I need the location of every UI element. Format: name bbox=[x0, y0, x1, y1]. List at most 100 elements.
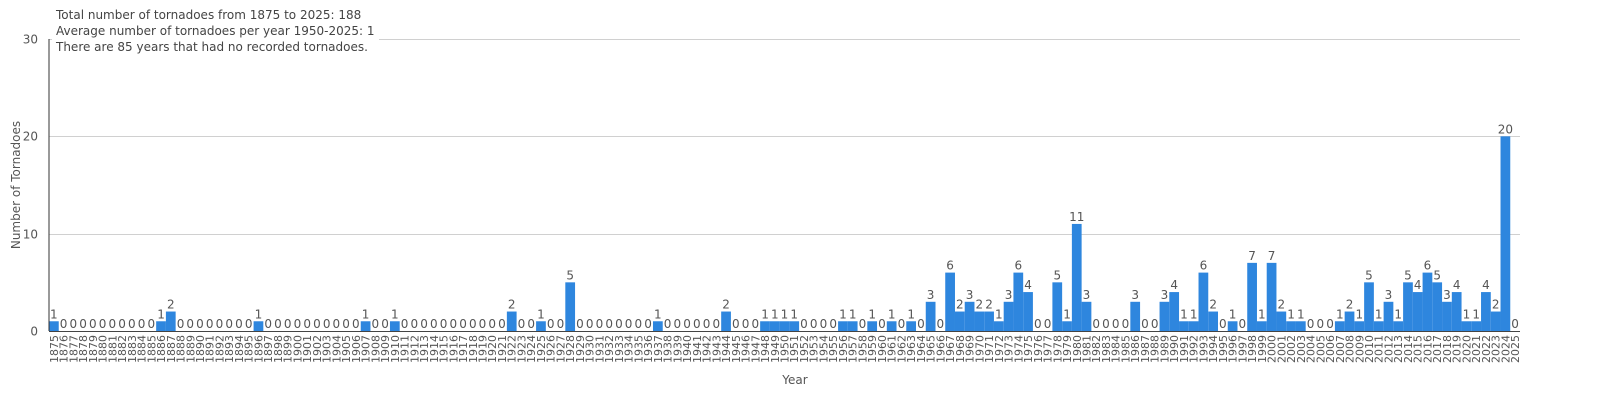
data-label-1969: 3 bbox=[966, 288, 974, 302]
x-tick-label: 2008 bbox=[1344, 335, 1357, 363]
x-tick-label: 1883 bbox=[126, 335, 139, 363]
x-tick-label: 1907 bbox=[360, 335, 373, 363]
data-label-1880: 0 bbox=[99, 317, 107, 331]
data-label-1893: 0 bbox=[225, 317, 233, 331]
x-tick-label: 1988 bbox=[1149, 335, 1162, 363]
x-tick-label: 1982 bbox=[1090, 335, 1103, 363]
bar-1950 bbox=[779, 321, 790, 331]
data-label-1899: 0 bbox=[284, 317, 292, 331]
x-tick-label: 1955 bbox=[827, 335, 840, 363]
data-label-1948: 1 bbox=[761, 307, 769, 321]
x-tick-label: 1929 bbox=[574, 335, 587, 363]
bar-1907 bbox=[360, 321, 371, 331]
data-label-1916: 0 bbox=[449, 317, 457, 331]
bar-1975 bbox=[1023, 292, 1033, 331]
data-label-2013: 1 bbox=[1394, 307, 1402, 321]
y-tick-label: 30 bbox=[23, 33, 38, 47]
x-tick-label: 1911 bbox=[399, 335, 412, 363]
x-tick-label: 2005 bbox=[1314, 335, 1327, 363]
x-tick-label: 1964 bbox=[915, 335, 928, 363]
x-tick-label: 1941 bbox=[691, 335, 704, 363]
x-tick-label: 1959 bbox=[866, 335, 879, 363]
bar-1948 bbox=[760, 321, 770, 331]
data-label-1959: 1 bbox=[868, 307, 876, 321]
y-tick-label: 10 bbox=[23, 228, 38, 242]
data-label-2025: 0 bbox=[1511, 317, 1519, 331]
bar-1961 bbox=[886, 321, 897, 331]
x-tick-label: 1961 bbox=[886, 335, 899, 363]
data-label-2011: 1 bbox=[1375, 307, 1383, 321]
data-label-1913: 0 bbox=[420, 317, 428, 331]
data-label-1901: 0 bbox=[303, 317, 311, 331]
bar-1978 bbox=[1052, 282, 1063, 331]
data-label-1897: 0 bbox=[264, 317, 272, 331]
x-tick-label: 2025 bbox=[1509, 335, 1522, 363]
x-tick-label: 2013 bbox=[1392, 335, 1405, 363]
data-label-1881: 0 bbox=[109, 317, 117, 331]
x-tick-label: 1998 bbox=[1246, 335, 1259, 363]
data-label-1958: 0 bbox=[859, 317, 867, 331]
data-label-1908: 0 bbox=[372, 317, 380, 331]
x-tick-label: 1942 bbox=[701, 335, 714, 363]
data-label-1943: 0 bbox=[712, 317, 720, 331]
data-label-1944: 2 bbox=[722, 298, 730, 312]
bar-2003 bbox=[1295, 321, 1306, 331]
data-label-1942: 0 bbox=[703, 317, 711, 331]
data-label-1981: 3 bbox=[1083, 288, 1091, 302]
x-tick-label: 1963 bbox=[905, 335, 918, 363]
data-label-1919: 0 bbox=[479, 317, 487, 331]
x-tick-label: 1951 bbox=[788, 335, 801, 363]
x-tick-label: 2023 bbox=[1490, 335, 1503, 363]
x-tick-label: 1947 bbox=[749, 335, 762, 363]
data-label-1923: 0 bbox=[518, 317, 526, 331]
data-label-1956: 1 bbox=[839, 307, 847, 321]
x-tick-label: 1916 bbox=[447, 335, 460, 363]
x-tick-label: 1995 bbox=[1217, 335, 1230, 363]
x-tick-label: 1981 bbox=[1080, 335, 1093, 363]
bar-1965 bbox=[925, 301, 936, 331]
x-tick-label: 1898 bbox=[272, 335, 285, 363]
x-tick-label: 2007 bbox=[1334, 335, 1347, 363]
x-tick-label: 1972 bbox=[993, 335, 1006, 363]
data-label-2018: 3 bbox=[1443, 288, 1451, 302]
bar-1986 bbox=[1130, 301, 1141, 331]
x-tick-label: 1908 bbox=[369, 335, 382, 363]
bar-1937 bbox=[652, 321, 663, 331]
data-label-1997: 0 bbox=[1239, 317, 1247, 331]
x-tick-label: 1909 bbox=[379, 335, 392, 363]
data-label-1928: 5 bbox=[566, 268, 574, 282]
bar-2011 bbox=[1373, 321, 1384, 331]
x-tick-label: 2024 bbox=[1499, 335, 1512, 363]
bar-1973 bbox=[1003, 301, 1014, 331]
x-tick-label: 1968 bbox=[954, 335, 967, 363]
x-tick-label: 1880 bbox=[97, 335, 110, 363]
x-tick-label: 2022 bbox=[1480, 335, 1493, 363]
x-tick-label: 1987 bbox=[1139, 335, 1152, 363]
data-label-1966: 0 bbox=[937, 317, 945, 331]
bar-1957 bbox=[847, 321, 858, 331]
x-tick-label: 1922 bbox=[506, 335, 519, 363]
data-label-1921: 0 bbox=[498, 317, 506, 331]
bar-1956 bbox=[838, 321, 848, 331]
data-label-1975: 4 bbox=[1024, 278, 1032, 292]
x-tick-label: 1928 bbox=[564, 335, 577, 363]
y-tick-label: 0 bbox=[30, 325, 38, 339]
x-tick-label: 1948 bbox=[759, 335, 772, 363]
x-tick-label: 1939 bbox=[671, 335, 684, 363]
x-tick-label: 1876 bbox=[58, 335, 71, 363]
data-label-2002: 1 bbox=[1287, 307, 1295, 321]
bar-1969 bbox=[964, 301, 975, 331]
x-tick-label: 2004 bbox=[1305, 335, 1318, 363]
bar-1896 bbox=[253, 321, 264, 331]
data-label-2005: 0 bbox=[1316, 317, 1324, 331]
x-tick-label: 2020 bbox=[1460, 335, 1473, 363]
x-tick-label: 1877 bbox=[67, 335, 80, 363]
bar-1963 bbox=[906, 321, 917, 331]
bar-2019 bbox=[1451, 292, 1462, 331]
x-tick-label: 1912 bbox=[408, 335, 421, 363]
y-tick-label: 20 bbox=[23, 130, 38, 144]
bar-2014 bbox=[1403, 282, 1413, 331]
data-label-1889: 0 bbox=[186, 317, 194, 331]
data-label-2016: 6 bbox=[1424, 259, 1432, 273]
